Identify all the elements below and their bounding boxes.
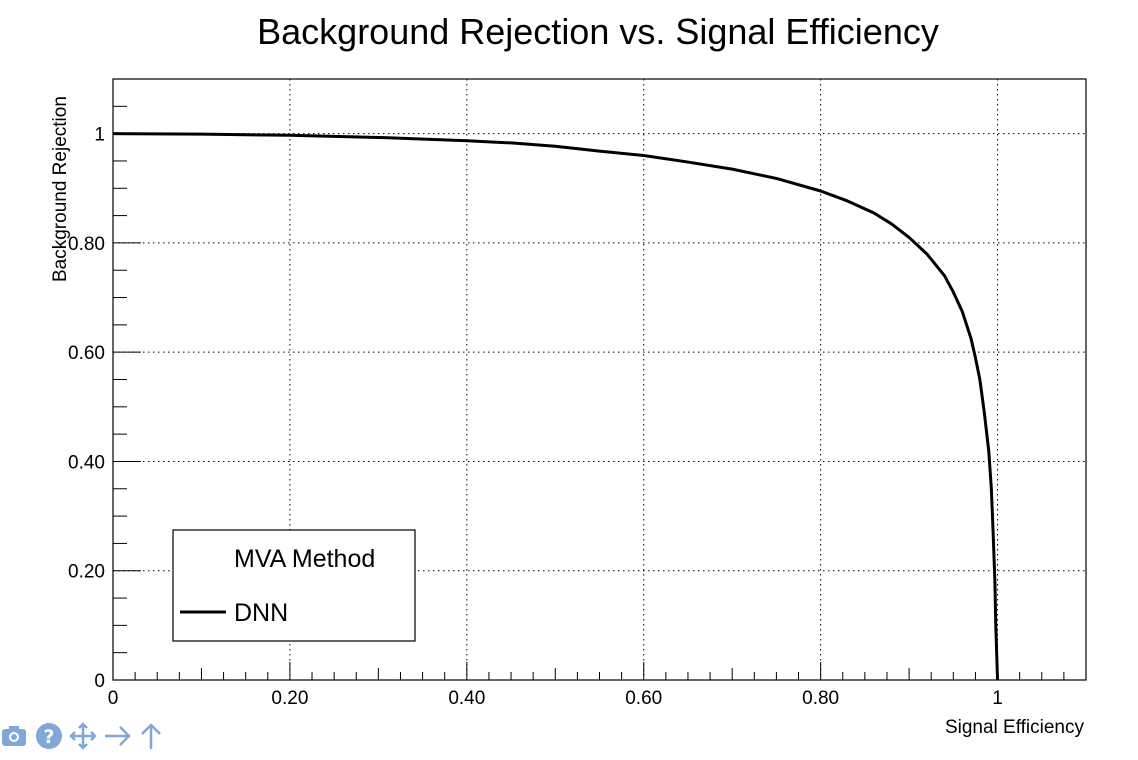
x-tick-label-2: 0.40 — [448, 688, 485, 709]
legend-box — [172, 529, 416, 642]
svg-text:?: ? — [43, 726, 54, 748]
x-tick-label-3: 0.60 — [625, 688, 662, 709]
y-tick-label-5: 1 — [94, 125, 105, 146]
y-tick-label-1: 0.20 — [68, 562, 105, 583]
arrow-right-icon[interactable] — [102, 721, 132, 751]
x-tick-label-1: 0.20 — [271, 688, 308, 709]
camera-icon[interactable] — [0, 721, 30, 751]
y-axis-title: Background Rejection — [50, 96, 71, 282]
legend-title: MVA Method — [234, 545, 375, 573]
x-axis-title: Signal Efficiency — [945, 717, 1085, 738]
move-icon[interactable] — [68, 721, 98, 751]
grid-lines — [113, 79, 1086, 680]
y-tick-label-2: 0.40 — [68, 452, 105, 473]
chart-title: Background Rejection vs. Signal Efficien… — [257, 11, 939, 52]
tick-labels: 0 0.20 0.40 0.60 0.80 1 0 0.20 0.40 0.60 0.80 1 — [68, 125, 1003, 709]
arrow-up-icon[interactable] — [136, 721, 166, 751]
y-tick-label-0: 0 — [94, 671, 105, 692]
x-tick-label-0: 0 — [108, 688, 119, 709]
legend-entry-dnn: DNN — [234, 599, 288, 627]
plot-toolbar: ? — [0, 720, 166, 752]
y-tick-label-4: 0.80 — [68, 234, 105, 255]
help-icon[interactable]: ? — [34, 721, 64, 751]
series-layer — [112, 132, 1000, 681]
y-tick-label-3: 0.60 — [68, 343, 105, 364]
x-tick-label-4: 0.80 — [802, 688, 839, 709]
x-tick-label-5: 1 — [992, 688, 1003, 709]
series-line-dnn — [112, 132, 1000, 681]
legend: MVA Method DNN — [172, 529, 416, 642]
